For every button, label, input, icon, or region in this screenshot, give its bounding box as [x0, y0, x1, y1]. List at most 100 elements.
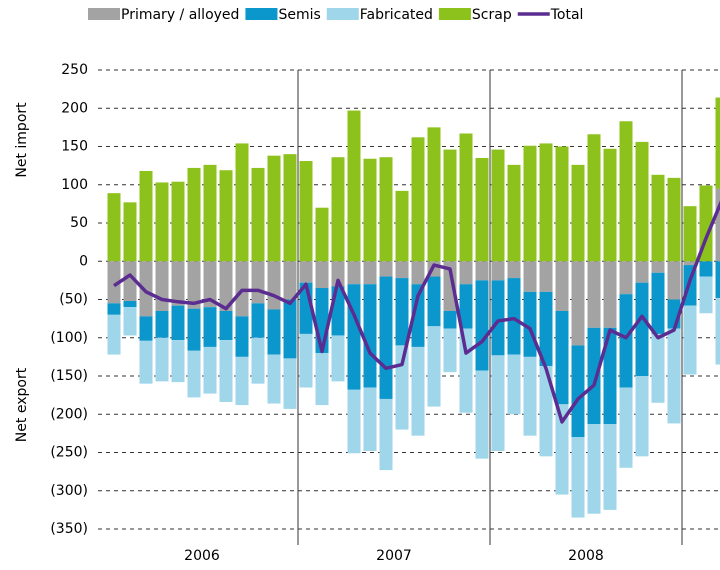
- bar-segment: [571, 164, 585, 262]
- bar-segment: [123, 307, 137, 336]
- bar-segment: [267, 261, 281, 310]
- legend-label: Fabricated: [360, 7, 433, 23]
- bar-segment: [203, 307, 217, 347]
- bar-segment: [107, 261, 121, 304]
- bar-segment: [203, 346, 217, 394]
- bar-segment: [171, 181, 185, 262]
- y-tick-label: (50): [59, 292, 88, 308]
- y-tick-label: 200: [61, 100, 88, 116]
- bar-segment: [219, 261, 233, 311]
- bar-segment: [411, 137, 425, 262]
- bar-segment: [603, 327, 617, 425]
- bar-segment: [427, 127, 441, 262]
- bar-segment: [587, 261, 601, 328]
- bar-segment: [283, 358, 297, 409]
- bar-segment: [363, 158, 377, 262]
- legend-swatch: [88, 8, 120, 20]
- bar-segment: [427, 326, 441, 407]
- bar-segment: [459, 261, 473, 285]
- legend-label: Total: [550, 7, 584, 23]
- bar-segment: [555, 261, 569, 311]
- bar-segment: [699, 261, 713, 277]
- y-tick-label: (100): [50, 330, 88, 346]
- legend-swatch: [326, 8, 359, 20]
- legend-swatch: [438, 8, 471, 20]
- bar-segment: [507, 261, 521, 279]
- bar-segment: [555, 310, 569, 405]
- bar-segment: [651, 261, 665, 273]
- total-line: [113, 200, 720, 424]
- bar-segment: [171, 305, 185, 341]
- bar-segment: [667, 261, 681, 300]
- bar-segment: [155, 261, 169, 311]
- bar-segment: [475, 157, 489, 262]
- bar-segment: [555, 404, 569, 495]
- bar-segment: [507, 278, 521, 355]
- bar-segment: [683, 206, 697, 262]
- bar-segment: [443, 328, 457, 373]
- bar-segment: [299, 333, 313, 388]
- bar-segment: [363, 387, 377, 451]
- bar-segment: [539, 366, 553, 457]
- bar-segment: [475, 370, 489, 459]
- bar-segment: [187, 350, 201, 398]
- bar-segment: [635, 141, 649, 262]
- bar-segment: [235, 356, 249, 406]
- bar-segment: [395, 190, 409, 262]
- bar-segment: [219, 340, 233, 403]
- bar-segment: [715, 97, 720, 189]
- bar-segment: [219, 170, 233, 262]
- bar-segment: [123, 202, 137, 262]
- bar-segment: [523, 261, 537, 292]
- bar-segment: [203, 164, 217, 262]
- bar-segment: [331, 335, 345, 382]
- bar-segment: [107, 314, 121, 355]
- bar-segment: [443, 149, 457, 262]
- bar-segment: [299, 161, 313, 262]
- legend-swatch: [245, 8, 278, 20]
- bar-segment: [619, 121, 633, 262]
- bar-segment: [379, 261, 393, 277]
- bar-segment: [459, 328, 473, 413]
- bar-segment: [683, 261, 697, 266]
- bar-segment: [523, 145, 537, 262]
- bar-segment: [123, 301, 137, 308]
- legend-label: Semis: [278, 7, 320, 23]
- bar-segment: [667, 328, 681, 424]
- bar-segment: [363, 284, 377, 388]
- bar-segment: [251, 337, 265, 384]
- bar-segment: [619, 294, 633, 388]
- bar-segment: [635, 261, 649, 283]
- bar-segment: [539, 143, 553, 262]
- bar-segment: [155, 310, 169, 338]
- y-tick-label: (250): [50, 445, 88, 461]
- bar-segment: [603, 148, 617, 262]
- bar-segment: [587, 327, 601, 425]
- bar-segment: [523, 356, 537, 436]
- bar-segment: [139, 261, 153, 317]
- y-tick-label: (150): [50, 368, 88, 384]
- bar-segment: [587, 424, 601, 514]
- bar-segment: [315, 288, 329, 354]
- y-tick-label: 100: [61, 177, 88, 193]
- bar-segment: [347, 261, 361, 285]
- bar-segment: [187, 308, 201, 351]
- bar-segment: [603, 424, 617, 510]
- bar-segment: [139, 316, 153, 341]
- y-tick-label: 150: [61, 139, 88, 155]
- y-tick-label: (350): [50, 521, 88, 537]
- bar-segment: [619, 387, 633, 468]
- bar-segment: [475, 280, 489, 371]
- bar-segment: [235, 316, 249, 357]
- bar-segment: [347, 110, 361, 262]
- bar-segment: [491, 261, 505, 281]
- bar-segment: [475, 261, 489, 281]
- bar-segment: [139, 170, 153, 262]
- bar-segment: [587, 134, 601, 262]
- y-tick-label: 250: [61, 62, 88, 78]
- bar-segment: [331, 157, 345, 262]
- bar-segment: [283, 154, 297, 262]
- bar-segment: [267, 155, 281, 262]
- bar-segment: [667, 177, 681, 262]
- bar-segment: [571, 437, 585, 518]
